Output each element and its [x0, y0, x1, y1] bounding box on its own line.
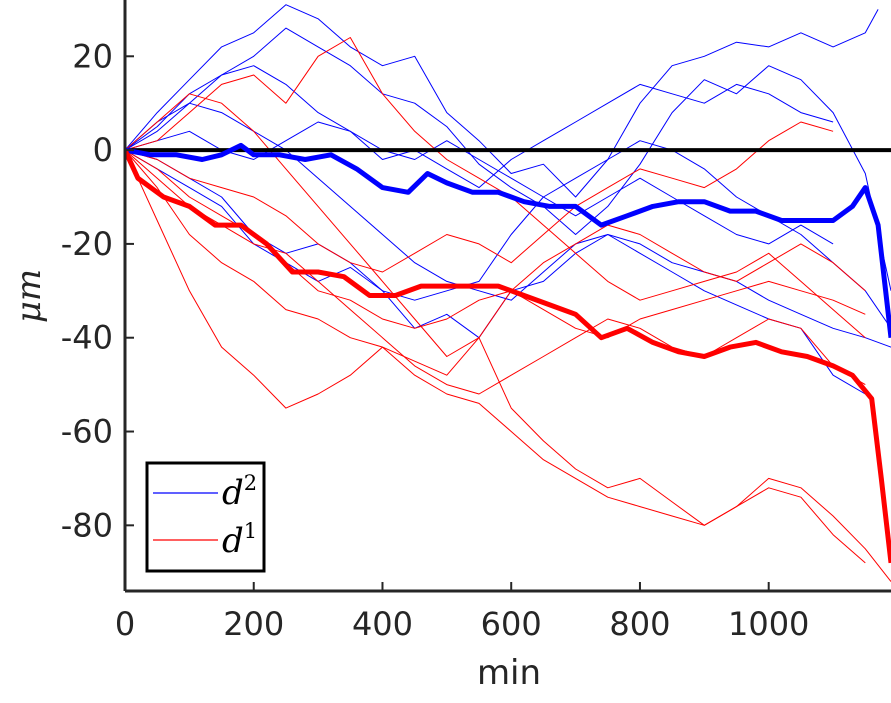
- series-d2-mean: [125, 142, 891, 338]
- legend-label-d1: d1: [222, 519, 257, 561]
- data-series-group: [125, 4, 891, 582]
- y-tick-label: -40: [61, 319, 113, 357]
- x-tick-label: 600: [481, 605, 542, 643]
- series-d1-trace-2: [125, 37, 866, 339]
- x-axis-label: min: [477, 653, 541, 693]
- series-d1-mean: [125, 149, 891, 564]
- legend: d2 d1: [145, 461, 266, 573]
- x-tick-label: 1000: [728, 605, 809, 643]
- series-d1-trace-1: [125, 149, 891, 582]
- x-tick-label: 800: [609, 605, 670, 643]
- series-d1-trace-6: [125, 121, 834, 273]
- y-tick-label: -20: [61, 225, 113, 263]
- series-d2-trace-2: [125, 27, 891, 291]
- x-tick-label: 0: [115, 605, 135, 643]
- y-tick-label: 0: [93, 131, 113, 169]
- y-tick-label: -80: [61, 506, 113, 544]
- y-tick-label: -60: [61, 413, 113, 451]
- y-axis-label: μm: [9, 269, 49, 323]
- legend-box: [145, 461, 266, 573]
- series-d1-trace-5: [125, 93, 866, 357]
- series-d2-trace-1: [125, 4, 879, 198]
- series-d2-trace-7: [125, 65, 834, 189]
- series-d2-trace-6: [125, 121, 834, 245]
- y-tick-label: 20: [72, 37, 113, 75]
- x-tick-label: 400: [352, 605, 413, 643]
- series-d1-trace-3: [125, 149, 866, 564]
- series-d1-trace-7: [125, 149, 866, 395]
- x-tick-label: 200: [223, 605, 284, 643]
- legend-label-d2: d2: [222, 471, 257, 513]
